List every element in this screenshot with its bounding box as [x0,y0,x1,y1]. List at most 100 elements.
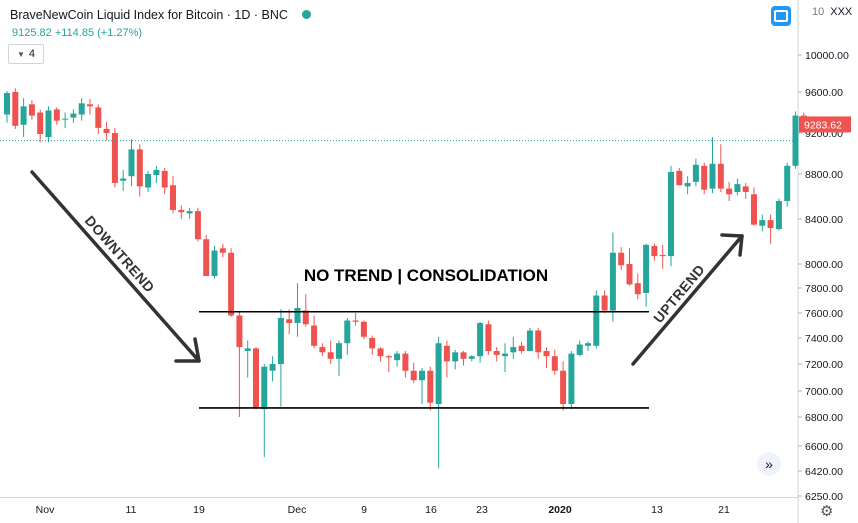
candle-body [759,220,766,226]
ticker-prefix: 10 [812,6,825,18]
candle-body [568,353,575,404]
candle-body [128,149,135,177]
candle-body [45,110,52,138]
y-tick-label: 7800.00 [805,283,843,295]
candle-body [751,194,757,225]
y-tick-label: 7400.00 [805,333,843,345]
indicators-toggle-button[interactable]: ▼ 4 [8,44,44,64]
candle-body [103,128,110,133]
candle-body [70,113,77,118]
uptrend-arrow [631,234,744,366]
candle-body [626,264,633,285]
candle-body [186,211,193,214]
candle-body [643,244,650,293]
candle-body [485,324,492,351]
x-tick-label: 11 [126,504,137,516]
y-tick-label: 6600.00 [805,441,843,453]
x-tick-label: Dec [288,504,307,516]
candle-body [518,345,525,351]
candle-body [153,169,160,176]
candle-body [203,239,210,276]
candle-body [593,295,600,346]
y-tick-label: 8800.00 [805,169,843,181]
candle-body [734,184,741,192]
candle-body [543,351,550,357]
x-tick-label: 16 [425,504,437,516]
candle-body [460,352,467,359]
candle-body [726,188,733,195]
candle-body [261,366,268,410]
last-price-label: 9283.62 [804,119,842,131]
candle-body [236,315,243,348]
candle-body [136,149,143,187]
candle-body [684,183,691,187]
candle-body [352,320,359,322]
candle-body [784,165,791,201]
downtrend-arrow [30,170,201,363]
candle-body [717,163,724,189]
candle-body [277,318,284,364]
candle-body [535,330,542,353]
candle-body [618,252,625,266]
y-tick-label: 7000.00 [805,386,843,398]
candle-body [659,255,666,257]
uptrend-label: UPTREND [650,261,708,326]
candle-body [111,133,118,183]
gear-icon[interactable]: ⚙ [820,503,834,520]
candle-body [20,106,27,125]
candle-body [360,321,367,337]
scroll-right-icon[interactable]: » [757,452,781,476]
candle-body [585,343,591,346]
candle-body [286,319,293,323]
y-tick-label: 6420.00 [805,466,843,478]
candle-body [576,344,583,355]
candle-body [609,252,616,311]
candle-body [344,320,351,344]
candle-body [228,252,235,316]
compare-icon[interactable] [771,6,791,26]
chevron-down-icon: ▼ [16,49,25,59]
chart-title-text: BraveNewCoin Liquid Index for Bitcoin · … [10,8,288,22]
candle-body [62,118,69,120]
candle-body [120,178,127,181]
candle-body [385,356,392,358]
candle-body [601,295,608,311]
candle-body [468,356,475,359]
candle-body [95,107,102,128]
candle-body [253,348,259,408]
candle-body [701,165,708,190]
candle-body [493,351,500,355]
candle-body [452,352,459,362]
candle-body [419,370,425,381]
candle-body [477,323,484,357]
candle-body [244,348,251,351]
candle-body [294,308,301,323]
ticker-label: 10 XXX [812,6,852,18]
downtrend-label: DOWNTREND [82,212,158,295]
candle-body [311,325,318,346]
candle-body [394,353,401,361]
x-tick-label: 19 [193,504,205,516]
candle-body [526,330,533,351]
candle-body [443,345,450,362]
x-tick-label: 2020 [548,504,572,516]
candle-body [435,343,442,404]
candle-body [510,347,517,353]
y-tick-label: 8400.00 [805,214,843,226]
candle-body [28,104,35,116]
y-tick-label: 7200.00 [805,359,843,371]
uptrend-arrowhead [720,233,744,257]
candle-body [369,338,376,349]
candle-body [502,353,508,357]
candle-body [161,170,168,188]
status-dot-icon [301,10,311,19]
candle-body [551,356,558,371]
candle-body [37,112,44,135]
indicator-count: 4 [28,48,36,60]
candle-body [668,171,674,257]
x-tick-label: 13 [651,504,663,516]
candle-body [12,92,19,126]
candle-body [651,246,658,257]
last-price-tag [799,116,851,133]
